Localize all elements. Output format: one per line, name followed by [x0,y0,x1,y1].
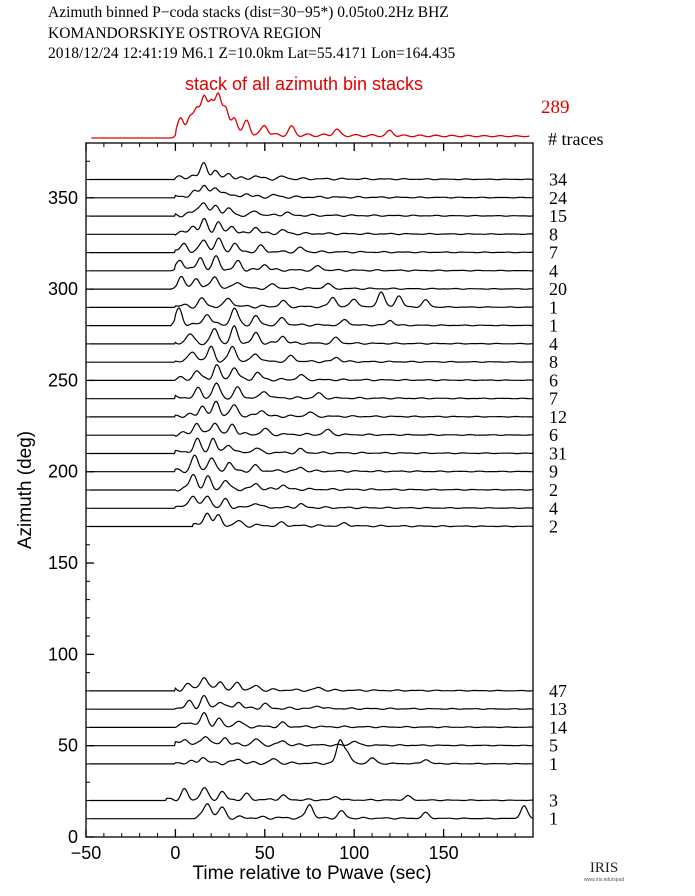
traces-count-header: # traces [548,129,603,149]
trace-count-label: 4 [549,334,558,354]
trace-count-label: 2 [549,480,558,500]
azimuth-trace-270 [89,325,533,346]
azimuth-trace-200 [89,454,533,474]
azimuth-trace-60 [89,711,533,729]
trace-count-label: 14 [549,717,567,737]
trace-count-label: 34 [549,170,567,190]
header-line-3: 2018/12/24 12:41:19 M6.1 Z=10.0km Lat=55… [48,45,456,62]
iris-logo: IRIS www.iris.edu/spud [584,860,625,883]
azimuth-trace-310 [89,255,533,272]
azimuth-trace-340 [89,202,534,218]
azimuth-trace-280 [89,307,534,327]
trace-count-label: 8 [549,352,558,372]
azimuth-trace-20 [89,787,533,802]
azimuth-trace-10 [89,803,534,820]
trace-count-label: 24 [549,188,567,208]
azimuth-trace-70 [89,694,533,711]
trace-count-label: 15 [549,206,567,226]
trace-count-label: 3 [549,791,558,811]
azimuth-trace-320 [89,237,533,254]
trace-count-label: 31 [549,444,567,464]
azimuth-trace-50 [89,736,533,747]
trace-count-label: 1 [549,754,558,774]
trace-count-label: 5 [549,736,558,756]
y-tick-label: 0 [68,827,78,847]
trace-count-label: 7 [549,389,558,409]
azimuth-trace-330 [89,217,534,236]
y-tick-label: 150 [48,553,78,573]
azimuth-trace-250 [89,364,534,382]
azimuth-trace-360 [89,162,534,181]
trace-count-label: 2 [549,517,558,537]
azimuth-trace-290 [89,291,533,309]
azimuth-trace-260 [89,345,534,364]
trace-count-label: 13 [549,699,567,719]
y-tick-label: 300 [48,279,78,299]
iris-logo-subtext: www.iris.edu/spud [584,877,625,883]
trace-count-label: 6 [549,425,558,445]
y-tick-label: 50 [58,736,78,756]
y-tick-label: 350 [48,188,78,208]
trace-count-label: 20 [549,279,567,299]
azimuth-trace-190 [89,473,534,492]
stack-title: stack of all azimuth bin stacks [185,74,423,94]
azimuth-trace-210 [89,437,533,455]
azimuth-trace-80 [89,676,533,692]
trace-count-label: 12 [549,407,567,427]
x-axis: −50 0 50 100 150 [71,143,516,863]
iris-logo-text: IRIS [590,860,618,876]
azimuth-trace-300 [89,275,534,291]
total-trace-count: 289 [541,97,570,118]
trace-count-label: 4 [549,498,558,518]
y-axis: 0 50 100 150 200 250 300 350 [48,160,94,847]
trace-count-label: 1 [549,809,558,829]
trace-count-label: 1 [549,297,558,317]
trace-count-label: 47 [549,681,567,701]
trace-count-label: 1 [549,316,558,336]
x-tick-label: 0 [170,843,180,863]
azimuth-traces [89,162,534,820]
stack-of-all-bins-line [91,92,530,139]
azimuth-trace-170 [89,512,534,528]
trace-count-label: 9 [549,462,558,482]
x-axis-title: Time relative to Pwave (sec) [193,863,432,884]
x-tick-label: −50 [71,843,102,863]
azimuth-trace-180 [89,495,533,510]
y-tick-label: 200 [48,462,78,482]
azimuth-trace-230 [89,400,533,419]
trace-count-label: 4 [549,261,558,281]
x-tick-label: 50 [255,843,275,863]
azimuth-trace-40 [89,739,533,766]
y-tick-label: 250 [48,370,78,390]
x-tick-label: 150 [429,843,459,863]
trace-count-label: 7 [549,243,558,263]
azimuth-trace-350 [89,184,533,199]
azimuth-trace-220 [89,422,533,437]
y-tick-label: 100 [48,644,78,664]
header-line-2: KOMANDORSKIYE OSTROVA REGION [48,25,322,42]
header-line-1: Azimuth binned P−coda stacks (dist=30−95… [48,4,449,21]
y-axis-title: Azimuth (deg) [15,431,36,549]
trace-count-label: 6 [549,370,558,390]
azimuth-trace-240 [89,382,533,400]
x-tick-label: 100 [339,843,369,863]
trace-count-label: 8 [549,224,558,244]
